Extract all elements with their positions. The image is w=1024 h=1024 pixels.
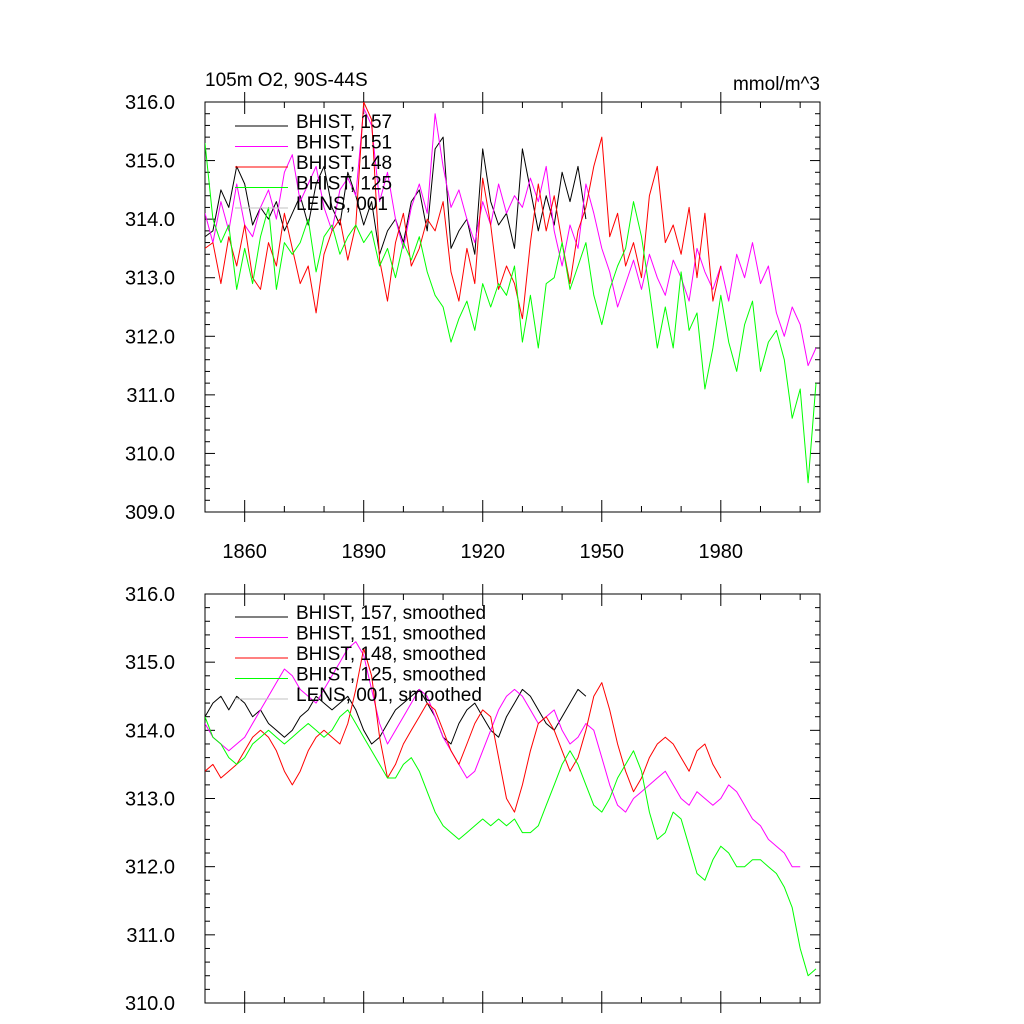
legend-label: BHIST, 157: [296, 112, 392, 133]
plot-frame: [204, 101, 821, 513]
legend-label: BHIST, 151: [296, 133, 392, 154]
legend-label: BHIST, 125, smoothed: [296, 665, 486, 686]
chart-title: 105m O2, 90S-44S: [205, 70, 368, 91]
y-tick-label: 310.0: [125, 443, 175, 465]
y-tick-label: 315.0: [125, 151, 175, 173]
y-tick-label: 310.0: [125, 993, 175, 1015]
y-tick-label: 316.0: [125, 584, 175, 606]
y-tick-label: 314.0: [125, 720, 175, 742]
x-tick-label: 1890: [341, 541, 386, 563]
series-line-2: [205, 107, 817, 367]
series-line-3: [205, 102, 722, 320]
legend-label: BHIST, 148: [296, 153, 392, 174]
units-label: mmol/m^3: [733, 74, 820, 95]
legend-label: BHIST, 157, smoothed: [296, 603, 486, 624]
y-tick-label: 311.0: [126, 925, 175, 947]
y-tick-label: 309.0: [125, 502, 175, 524]
legend-label: LENS, 001: [296, 194, 388, 215]
y-tick-label: 313.0: [125, 789, 175, 811]
series-line-1: [205, 136, 587, 255]
legend-label: LENS, 001, smoothed: [296, 685, 482, 706]
series-line-4: [205, 709, 817, 977]
y-tick-label: 313.0: [125, 268, 175, 290]
y-tick-label: 312.0: [125, 857, 175, 879]
x-tick-label: 1860: [222, 541, 267, 563]
series-line-1: [205, 688, 587, 745]
x-tick-label: 1950: [580, 541, 625, 563]
chart-panel-2: 310.0 311.0 312.0 313.0 314.0 315.0 316.0 BHIST…: [125, 584, 821, 1015]
y-tick-label: 314.0: [125, 209, 175, 231]
legend-label: BHIST, 151, smoothed: [296, 624, 486, 645]
x-tick-label: 1980: [699, 541, 744, 563]
y-tick-label: 315.0: [125, 652, 175, 674]
chart-panel-1: 105m O2, 90S-44S mmol/m^3 309.0 310.0 311.0 3…: [125, 70, 821, 563]
series-line-3: [205, 648, 722, 813]
legend-label: BHIST, 125: [296, 174, 392, 195]
y-tick-label: 312.0: [125, 326, 175, 348]
y-tick-label: 316.0: [125, 92, 175, 114]
series-line-4: [205, 142, 817, 484]
y-tick-label: 311.0: [126, 385, 175, 407]
legend-label: BHIST, 148, smoothed: [296, 644, 486, 665]
x-tick-label: 1920: [460, 541, 505, 563]
series-line-2: [205, 641, 801, 868]
